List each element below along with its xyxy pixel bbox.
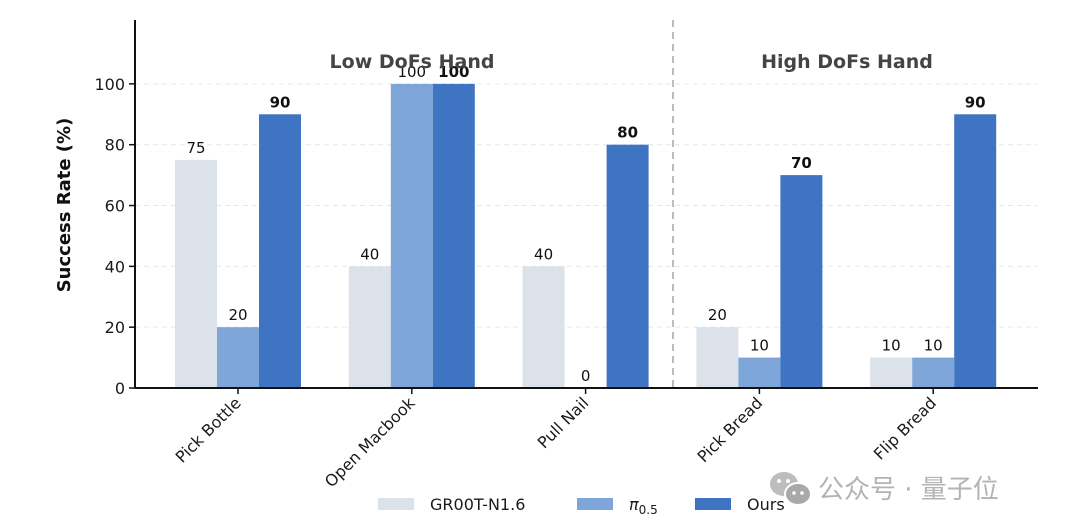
bar--0-5	[390, 83, 433, 388]
x-tick-label: Pick Bread	[693, 393, 766, 466]
bar-gr00t-n1-6	[696, 327, 739, 388]
x-tick-label: Open Macbook	[321, 393, 419, 491]
value-label: 10	[882, 337, 901, 355]
y-tick-label: 20	[105, 318, 125, 337]
value-label: 70	[791, 154, 812, 172]
legend-swatch	[577, 498, 613, 510]
group-title-high-dofs: High DoFs Hand	[761, 51, 933, 73]
bar-gr00t-n1-6	[175, 159, 217, 388]
watermark: 公众号 · 量子位	[770, 472, 999, 506]
value-label: 10	[924, 337, 943, 355]
y-tick-label: 100	[94, 75, 125, 94]
bar--0-5	[738, 357, 781, 388]
value-label: 80	[617, 124, 638, 142]
legend-label: GR00T-N1.6	[430, 495, 525, 514]
value-label: 100	[397, 63, 426, 81]
gridlines	[135, 83, 1038, 328]
value-label: 90	[965, 93, 986, 111]
group-title-low-dofs: Low DoFs Hand	[330, 51, 495, 73]
legend: GR00T-N1.6 π0.5 Ours	[378, 495, 785, 517]
value-label: 40	[534, 245, 553, 263]
x-tick-label: Pull Nail	[534, 393, 593, 452]
bar-gr00t-n1-6	[870, 357, 913, 388]
value-label: 75	[186, 139, 205, 157]
watermark-text: 公众号 · 量子位	[818, 475, 999, 505]
y-tick-label: 0	[115, 379, 125, 398]
value-labels: 75 40 40 20 10 20 100 0 10 10 90 100 80 70 90	[186, 63, 985, 385]
value-label: 0	[581, 367, 591, 385]
wechat-icon	[770, 472, 812, 506]
value-label: 90	[270, 93, 291, 111]
value-label: 20	[708, 306, 727, 324]
y-tick-label: 40	[105, 257, 125, 276]
bar-ours	[432, 83, 475, 388]
y-axis-label: Success Rate (%)	[54, 118, 75, 293]
legend-swatch	[378, 498, 414, 510]
value-label: 20	[228, 306, 247, 324]
y-tick-label: 80	[105, 136, 125, 155]
value-label: 100	[438, 63, 469, 81]
bar--0-5	[217, 327, 259, 388]
value-label: 40	[360, 245, 379, 263]
legend-label: π0.5	[629, 495, 658, 517]
value-label: 10	[750, 337, 769, 355]
bar-ours	[606, 144, 649, 388]
bar--0-5	[912, 357, 955, 388]
bar-gr00t-n1-6	[348, 266, 391, 388]
legend-label: Ours	[747, 495, 785, 514]
bar-gr00t-n1-6	[522, 266, 565, 388]
y-ticks: 0 20 40 60 80 100	[94, 75, 135, 398]
x-tick-label: Pick Bottle	[172, 393, 245, 466]
bars	[175, 83, 997, 388]
legend-swatch	[695, 498, 731, 510]
bar-ours	[954, 114, 997, 388]
x-tick-label: Flip Bread	[870, 393, 940, 463]
bar-ours	[259, 114, 301, 388]
bar-ours	[780, 175, 823, 388]
y-tick-label: 60	[105, 197, 125, 216]
